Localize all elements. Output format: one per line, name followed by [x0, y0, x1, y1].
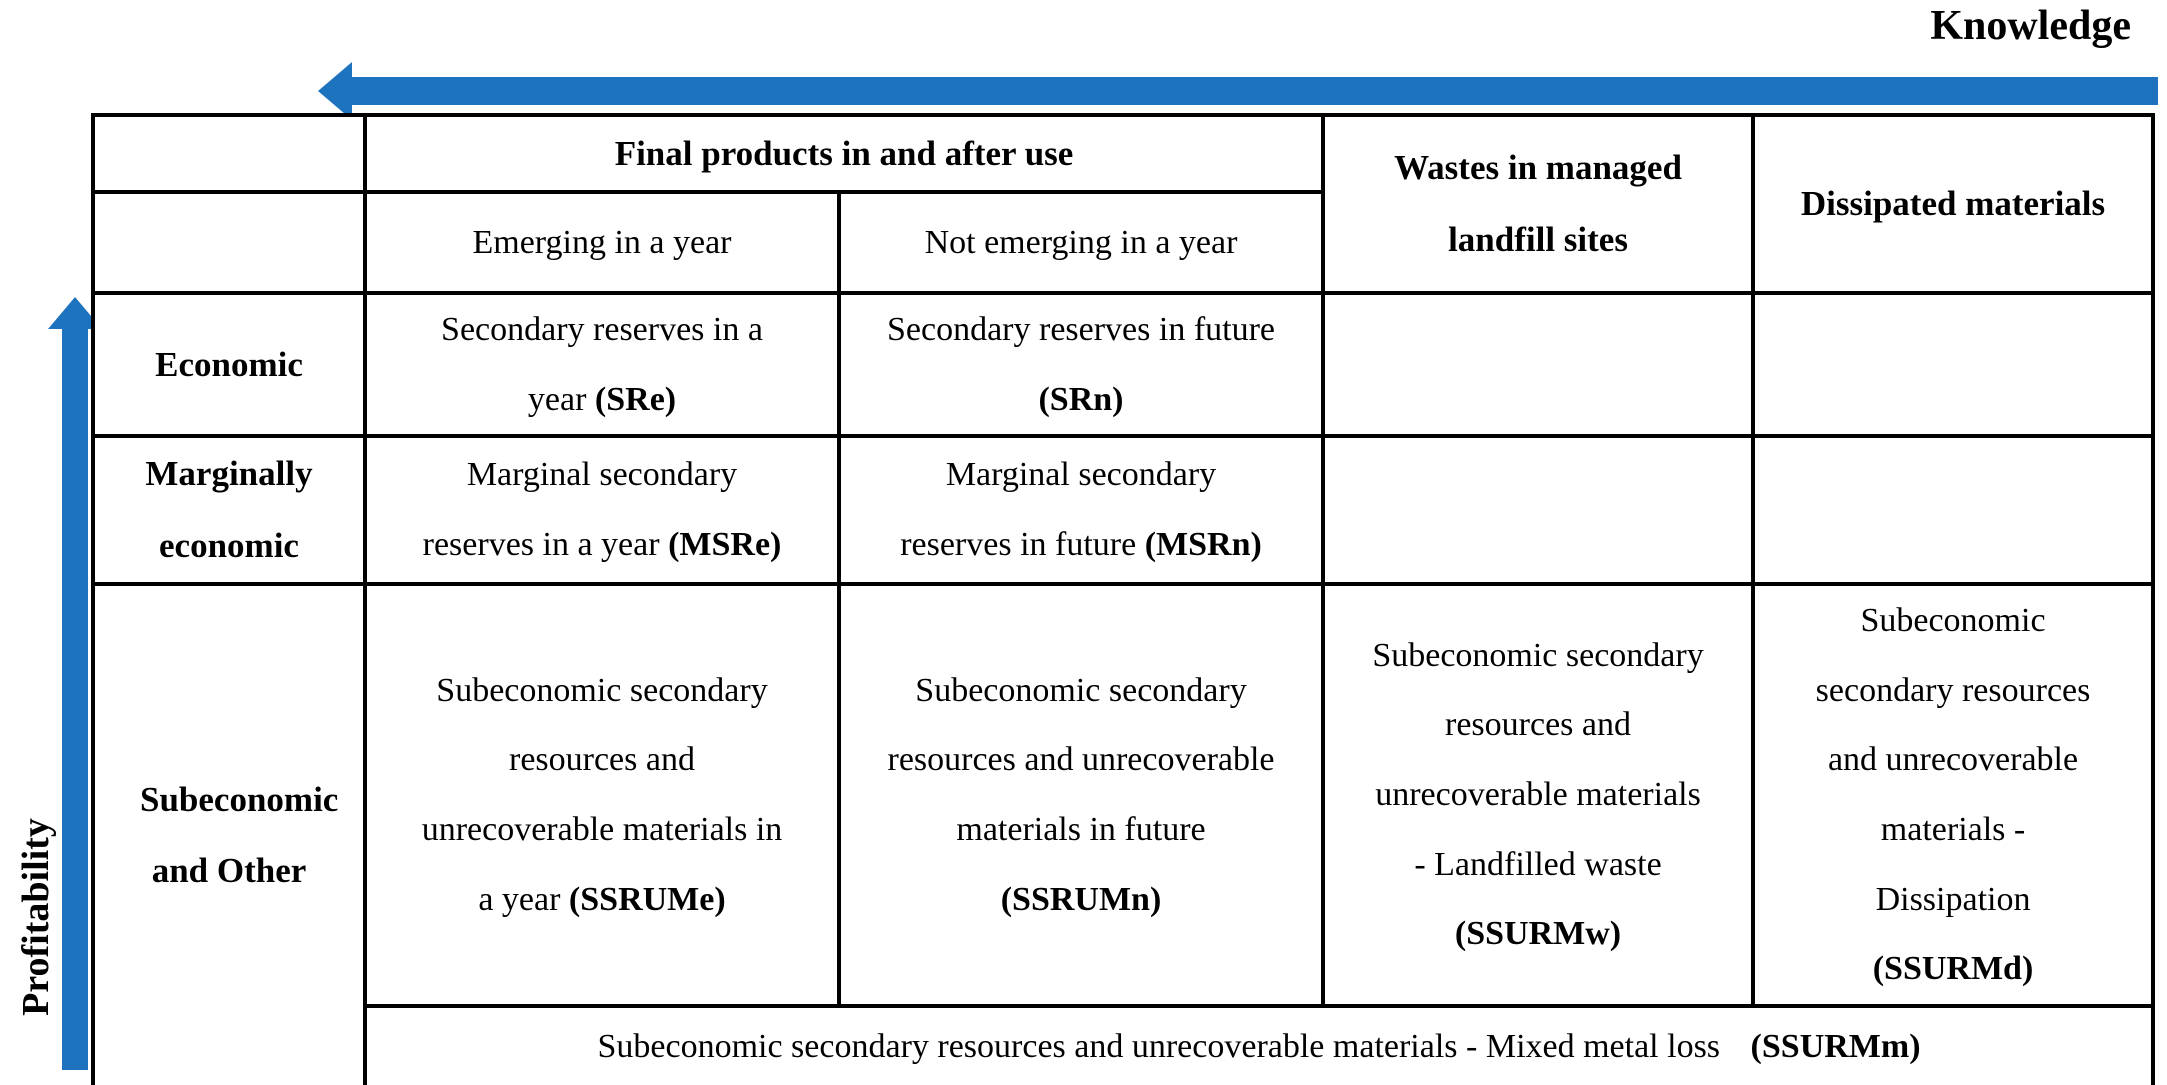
profitability-axis-arrow-up-icon	[48, 297, 102, 1070]
spacer-cell	[91, 113, 367, 194]
header-wastes-landfill: Wastes in managed landfill sites	[1321, 113, 1756, 295]
spacer-cell	[91, 190, 367, 295]
row-label-subeconomic-and-other: Subeconomic and Other	[91, 581, 367, 1085]
cell-ssurmw-text: Subeconomic secondary resources and unre…	[1372, 636, 1704, 883]
cell-ssrume-code: (SSRUMe)	[568, 880, 726, 918]
cell-ssrumn: Subeconomic secondary resources and unre…	[836, 581, 1326, 1009]
cell-msre-code: (MSRe)	[668, 526, 782, 564]
header-row-top: Final products in and after use Wastes i…	[91, 113, 2156, 295]
row-label-marginally-economic: Marginally economic	[91, 434, 367, 586]
cell-msrn: Marginal secondary reserves in future (M…	[836, 434, 1326, 586]
cell-srn-code: (SRn)	[1038, 380, 1124, 418]
cell-ssurmm: Subeconomic secondary resources and unre…	[362, 1004, 2156, 1085]
row-subeconomic: Subeconomic and Other Subeconomic second…	[91, 581, 2156, 1085]
cell-sre-code: (SRe)	[594, 380, 677, 418]
cell-msrn-code: (MSRn)	[1144, 526, 1262, 564]
cell-msrn-text: Marginal secondary reserves in future	[900, 456, 1217, 564]
cell-ssurmm-code: (SSURMm)	[1750, 1027, 1921, 1065]
row-economic: Economic Secondary reserves in a year (S…	[91, 290, 2156, 439]
cell-ssurmd-code: (SSURMd)	[1872, 950, 2034, 988]
knowledge-axis-arrow-left-icon	[318, 62, 2158, 120]
header-emerging-in-a-year: Emerging in a year	[363, 190, 841, 295]
cell-economic-wastes-empty	[1321, 290, 1756, 439]
resource-classification-table: Final products in and after use Wastes i…	[91, 113, 2156, 1085]
row-label-economic: Economic	[91, 290, 367, 439]
cell-marginally-dissipated-empty	[1751, 434, 2156, 586]
row-marginally-economic: Marginally economic Marginal secondary r…	[91, 434, 2156, 586]
cell-msre: Marginal secondary reserves in a year (M…	[363, 434, 841, 586]
cell-economic-dissipated-empty	[1751, 290, 2156, 439]
row-mixed-metal-loss: Subeconomic secondary resources and unre…	[93, 1004, 2156, 1085]
cell-ssurmm-text: Subeconomic secondary resources and unre…	[597, 1027, 1721, 1065]
header-final-products: Final products in and after use	[362, 113, 1326, 194]
cell-sre-text: Secondary reserves in a year	[441, 311, 763, 418]
header-not-emerging-in-a-year: Not emerging in a year	[836, 190, 1326, 295]
cell-ssurmw-code: (SSURMw)	[1454, 915, 1622, 953]
header-dissipated-materials: Dissipated materials	[1751, 113, 2156, 295]
cell-ssrume: Subeconomic secondary resources and unre…	[363, 581, 841, 1009]
cell-ssurmd: Subeconomic secondary resources and unre…	[1751, 581, 2156, 1009]
cell-msre-text: Marginal secondary reserves in a year	[422, 456, 738, 564]
cell-ssurmd-text: Subeconomic secondary resources and unre…	[1815, 601, 2091, 918]
cell-ssrumn-code: (SSRUMn)	[1000, 880, 1162, 918]
knowledge-axis-label: Knowledge	[1930, 3, 2131, 49]
cell-sre: Secondary reserves in a year (SRe)	[363, 290, 841, 439]
cell-ssrumn-text: Subeconomic secondary resources and unre…	[887, 671, 1275, 848]
cell-srn-text: Secondary reserves in future	[887, 311, 1276, 348]
cell-marginally-wastes-empty	[1321, 434, 1756, 586]
cell-ssurmw: Subeconomic secondary resources and unre…	[1321, 581, 1756, 1009]
header-row-sub: Emerging in a year Not emerging in a yea…	[91, 190, 2153, 295]
cell-srn: Secondary reserves in future (SRn)	[836, 290, 1326, 439]
cell-ssrume-text: Subeconomic secondary resources and unre…	[421, 671, 783, 918]
